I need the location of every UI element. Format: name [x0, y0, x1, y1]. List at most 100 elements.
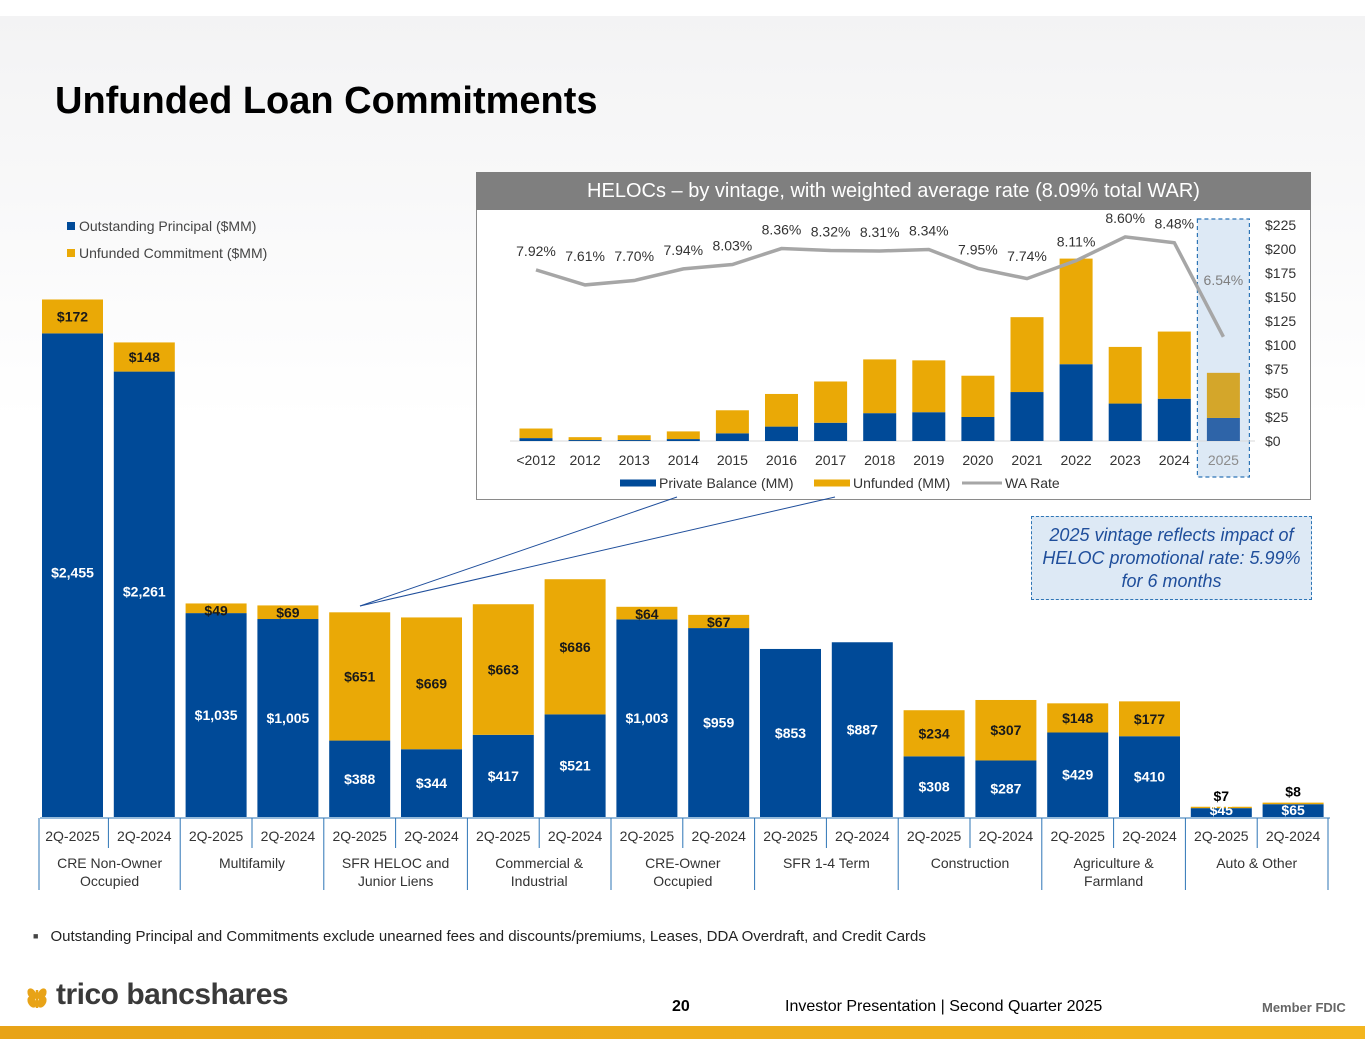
footer-bar: [0, 1026, 1365, 1039]
wa-rate-label: 6.54%: [1204, 272, 1244, 288]
category-label: SFR HELOC and Junior Liens: [342, 855, 449, 889]
bar-outstanding: [1262, 804, 1324, 817]
inset-y-tick-label: $200: [1265, 241, 1296, 257]
inset-bar-unfunded: [519, 428, 553, 439]
category-label: Multifamily: [219, 855, 285, 871]
period-tick-label: 2Q-2024: [404, 828, 459, 844]
bar-value-label: $388: [344, 771, 375, 787]
bar-unfunded: [1119, 701, 1180, 737]
inset-legend-swatch: [814, 479, 850, 487]
category-label-line: Occupied: [80, 873, 139, 889]
bar-unfunded: [113, 342, 175, 372]
bar-outstanding: [185, 613, 247, 817]
connector-line: [359, 496, 836, 607]
inset-bar-unfunded: [863, 359, 897, 414]
inset-category-label: 2023: [1110, 452, 1141, 468]
wa-rate-label: 7.92%: [516, 243, 556, 259]
company-logo: trico bancshares: [24, 978, 289, 1012]
bar-value-label: $1,003: [625, 710, 668, 726]
category-label-line: Industrial: [511, 873, 568, 889]
inset-bar-private: [568, 440, 602, 441]
bar-value-label: $959: [703, 715, 734, 731]
bar-value-label: $651: [344, 668, 375, 684]
bar-outstanding: [544, 714, 606, 817]
bar-outstanding: [688, 628, 750, 817]
bar-unfunded: [1262, 802, 1324, 805]
inset-bar-private: [1059, 364, 1093, 441]
bar-value-label: $663: [488, 662, 519, 678]
inset-category-label: 2015: [717, 452, 748, 468]
category-label-line: SFR HELOC and: [342, 855, 449, 871]
bar-outstanding: [1119, 736, 1180, 817]
bar-unfunded: [185, 603, 247, 614]
inset-category-label: <2012: [516, 452, 556, 468]
bar-outstanding: [760, 648, 821, 817]
legend-outstanding-swatch: [67, 222, 75, 230]
category-label: SFR 1-4 Term: [783, 855, 870, 871]
inset-category-label: 2017: [815, 452, 846, 468]
period-tick-label: 2Q-2024: [1266, 828, 1321, 844]
inset-bar-private: [666, 439, 700, 441]
period-tick-label: 2Q-2024: [261, 828, 316, 844]
wa-rate-label: 8.32%: [811, 223, 851, 239]
member-fdic: Member FDIC: [1262, 1000, 1346, 1015]
bar-outstanding: [1047, 732, 1109, 817]
bar-value-label: $65: [1281, 802, 1305, 818]
bar-outstanding: [42, 333, 103, 817]
bar-value-label: $344: [416, 775, 447, 791]
inset-y-tick-label: $175: [1265, 265, 1296, 281]
bar-value-label: $69: [276, 604, 300, 620]
bar-value-label: $417: [488, 768, 519, 784]
bar-value-label: $2,261: [123, 584, 166, 600]
wa-rate-line: [535, 235, 1225, 338]
inset-y-tick-label: $25: [1265, 409, 1289, 425]
period-tick-label: 2Q-2024: [548, 828, 603, 844]
bar-outstanding: [401, 749, 462, 817]
bar-value-label: $67: [707, 614, 731, 630]
inset-category-label: 2013: [619, 452, 650, 468]
wa-rate-label: 7.95%: [958, 241, 998, 257]
bar-value-label: $2,455: [51, 565, 94, 581]
inset-bar-unfunded: [1206, 372, 1240, 418]
inset-legend-label: Unfunded (MM): [853, 475, 950, 491]
inset-y-tick-label: $0: [1265, 433, 1281, 449]
inset-bar-unfunded: [1059, 258, 1093, 365]
inset-bar-unfunded: [1108, 346, 1142, 404]
inset-bar-unfunded: [961, 375, 995, 417]
bar-value-label: $7: [1214, 788, 1230, 804]
bar-outstanding: [113, 371, 175, 817]
bar-outstanding: [1190, 808, 1252, 817]
category-label: Agriculture & Farmland: [1074, 855, 1155, 889]
bar-unfunded: [472, 604, 534, 735]
inset-y-tick-label: $225: [1265, 217, 1296, 233]
inset-bar-private: [715, 433, 749, 441]
category-label-line: CRE Non-Owner: [57, 855, 162, 871]
category-label-line: SFR 1-4 Term: [783, 855, 870, 871]
page-title: Unfunded Loan Commitments: [55, 80, 598, 122]
inset-y-tick-label: $100: [1265, 337, 1296, 353]
inset-bar-private: [765, 426, 798, 441]
bar-value-label: $8: [1285, 784, 1301, 800]
bar-outstanding: [975, 760, 1037, 817]
category-label: CRE-Owner Occupied: [645, 855, 721, 889]
period-tick-label: 2Q-2025: [1194, 828, 1249, 844]
inset-category-label: 2024: [1159, 452, 1190, 468]
inset-bar-private: [617, 440, 651, 441]
inset-bar-private: [1010, 392, 1044, 441]
bar-value-label: $669: [416, 675, 447, 691]
bar-unfunded: [616, 606, 678, 620]
inset-category-label: 2019: [913, 452, 944, 468]
inset-bar-unfunded: [765, 393, 798, 427]
inset-category-label: 2020: [962, 452, 993, 468]
inset-legend-label: Private Balance (MM): [659, 475, 794, 491]
inset-y-tick-label: $125: [1265, 313, 1296, 329]
period-tick-label: 2Q-2025: [189, 828, 244, 844]
inset-category-label: 2021: [1011, 452, 1042, 468]
category-label-line: Commercial &: [495, 855, 584, 871]
wa-rate-label: 8.48%: [1154, 216, 1194, 232]
bar-value-label: $521: [560, 758, 591, 774]
inset-legend-swatch: [620, 479, 656, 487]
footnote: ■ Outstanding Principal and Commitments e…: [33, 928, 926, 945]
category-label-line: CRE-Owner: [645, 855, 721, 871]
inset-bar-unfunded: [912, 360, 946, 413]
